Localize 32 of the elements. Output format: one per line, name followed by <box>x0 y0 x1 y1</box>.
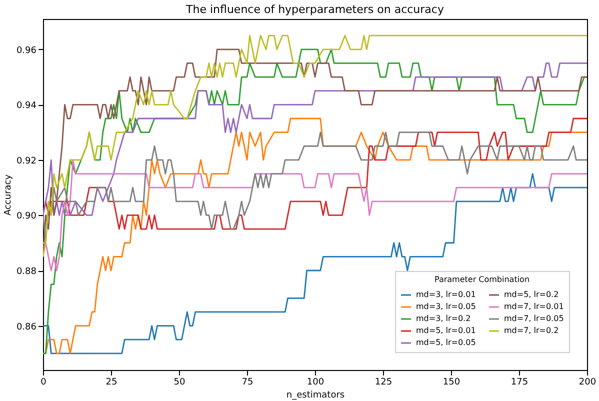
x-tick-label: 200 <box>578 378 596 388</box>
y-tick-label: 0.94 <box>16 101 37 112</box>
y-tick-label: 0.96 <box>16 46 37 56</box>
x-tick-label: 25 <box>106 378 118 388</box>
line-series <box>43 118 587 230</box>
y-tick-label: 0.90 <box>16 212 37 222</box>
legend-label: md=3, lr=0.05 <box>416 302 476 311</box>
y-axis-title: Accuracy <box>3 174 14 216</box>
legend-label: md=3, lr=0.01 <box>416 290 476 299</box>
line-series <box>43 159 587 272</box>
x-tick-label: 175 <box>510 378 528 388</box>
y-tick-label: 0.88 <box>16 267 37 278</box>
x-tick-label: 125 <box>374 378 392 388</box>
legend-title: Parameter Combination <box>434 275 530 284</box>
x-tick-label: 50 <box>174 378 186 388</box>
y-tick-label: 0.92 <box>16 156 36 166</box>
legend-label: md=5, lr=0.05 <box>416 338 476 347</box>
x-axis-title: n_estimators <box>286 390 345 400</box>
y-tick-label: 0.86 <box>16 322 37 332</box>
legend-label: md=7, lr=0.2 <box>504 326 559 335</box>
line-series <box>43 62 587 216</box>
chart-title: The influence of hyperparameters on accuracy <box>185 3 444 16</box>
x-tick-label: 100 <box>306 378 324 388</box>
legend-label: md=7, lr=0.05 <box>504 314 564 323</box>
legend-label: md=3, lr=0.2 <box>416 314 471 323</box>
x-tick-label: 75 <box>242 378 254 388</box>
x-tick-label: 150 <box>442 378 460 388</box>
x-tick-label: 0 <box>40 378 47 388</box>
legend-label: md=7, lr=0.01 <box>504 302 564 311</box>
legend-label: md=5, lr=0.2 <box>504 290 559 299</box>
line-series <box>43 173 587 354</box>
legend-label: md=5, lr=0.01 <box>416 326 476 335</box>
